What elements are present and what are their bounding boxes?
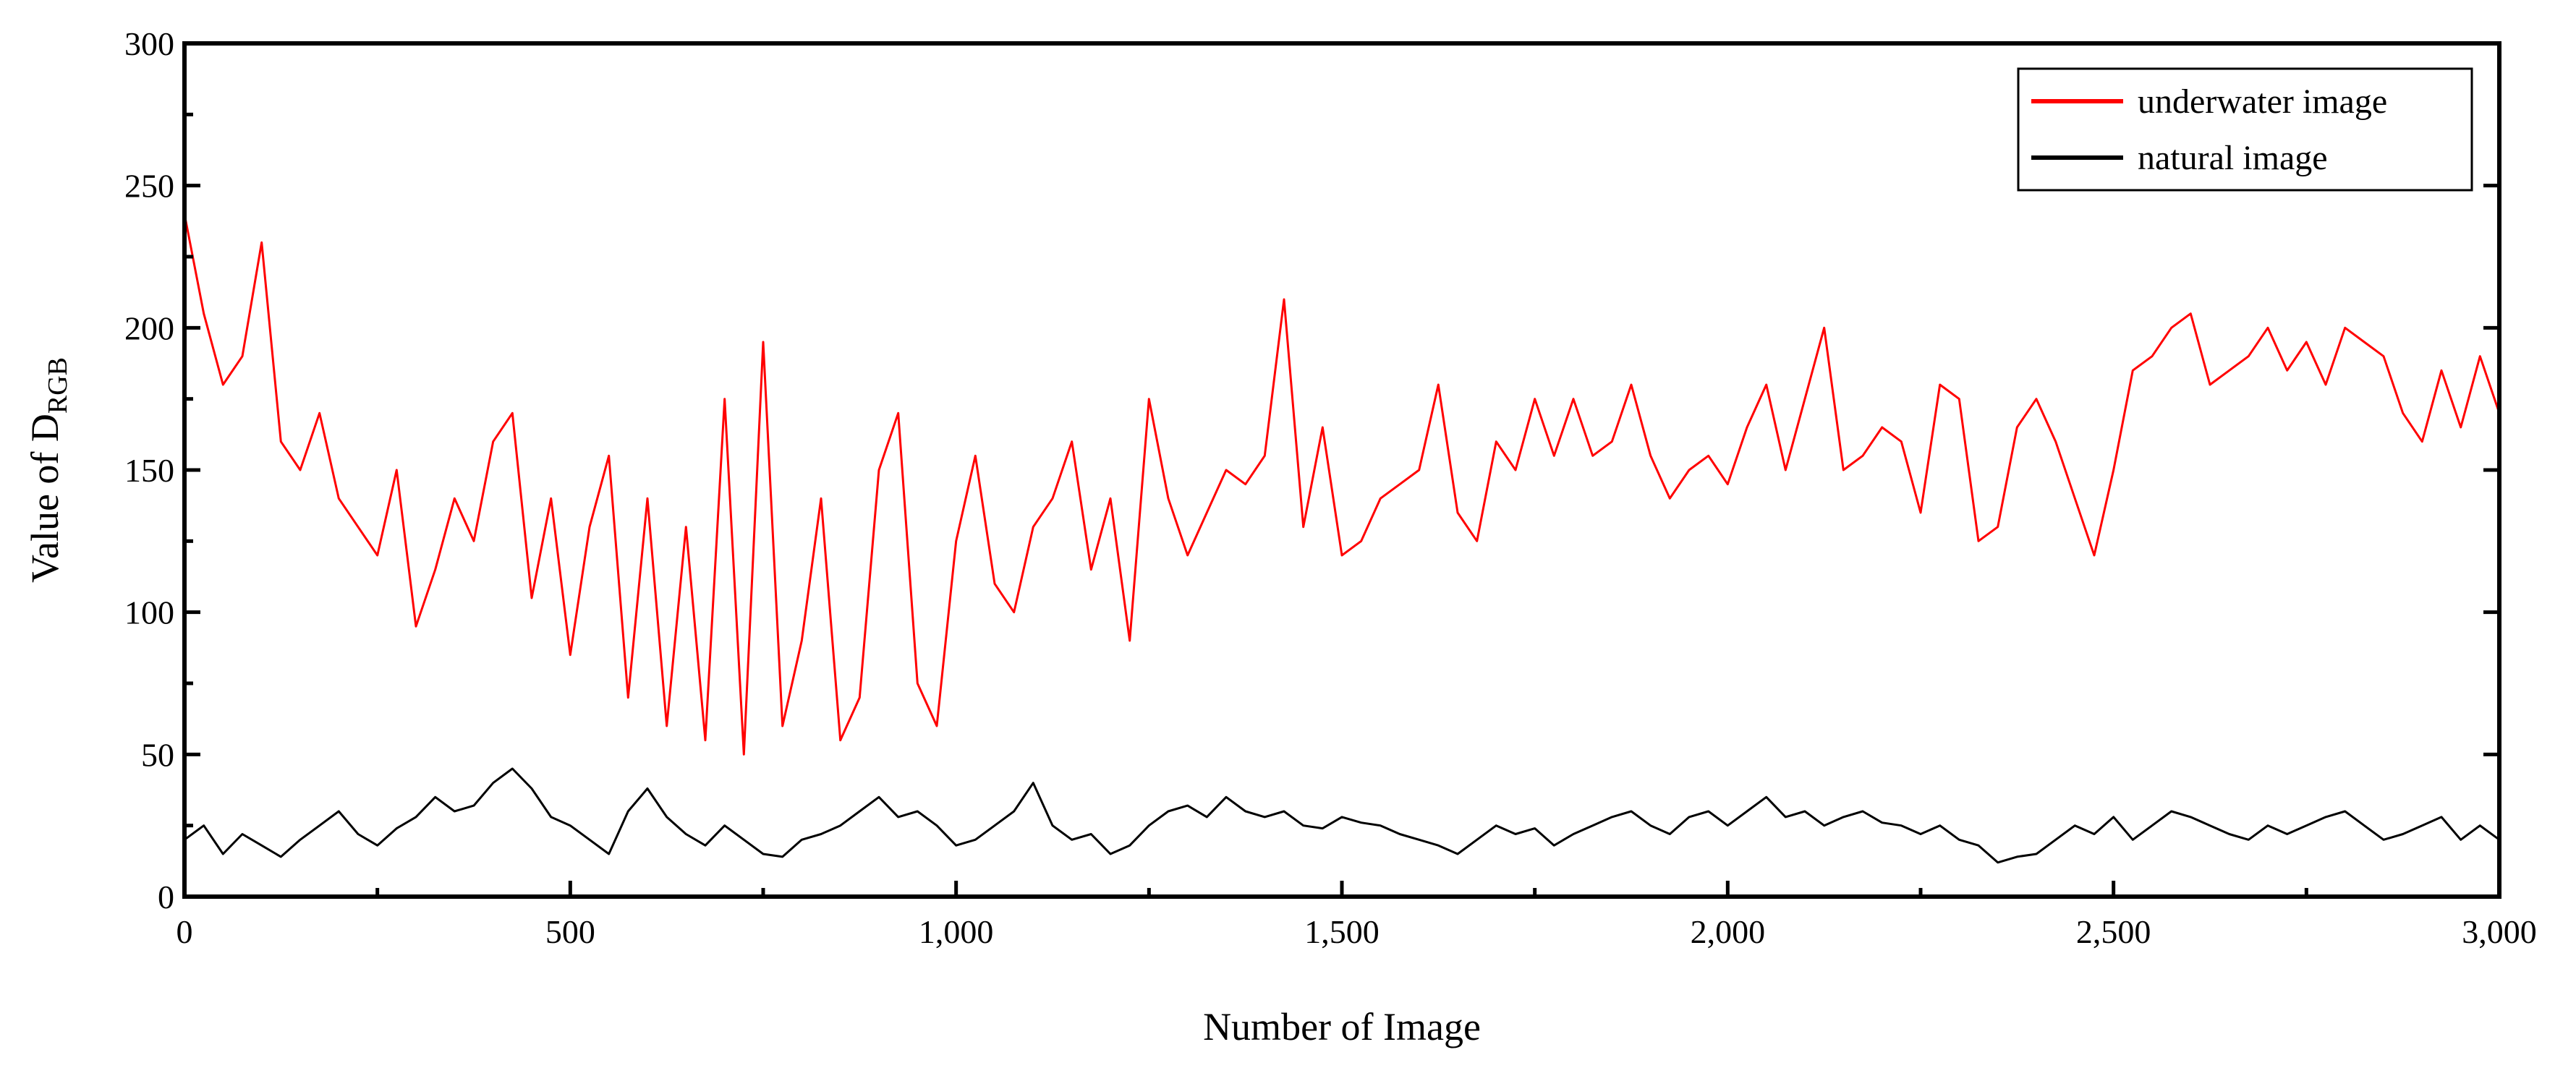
legend-label-underwater: underwater image [2138, 82, 2387, 121]
legend-label-natural: natural image [2138, 139, 2328, 177]
y-axis: 0 50 100 150 200 250 300 [124, 25, 2499, 915]
legend-box [2017, 67, 2473, 192]
y-tick-label: 0 [158, 879, 174, 915]
x-tick-label: 0 [177, 913, 193, 950]
y-tick-label: 250 [124, 168, 174, 205]
y-tick-label: 300 [124, 25, 174, 62]
y-axis-title-main: Value of D [23, 414, 67, 583]
x-tick-label: 3,000 [2462, 913, 2537, 950]
y-axis-title: Value of DRGB [23, 357, 73, 583]
y-tick-label: 50 [141, 736, 174, 773]
series-line-natural-image [184, 767, 2499, 864]
x-tick-label: 2,500 [2076, 913, 2151, 950]
x-axis-title: Number of Image [1203, 1005, 1481, 1048]
y-tick-label: 150 [124, 452, 174, 489]
x-tick-label: 1,000 [919, 913, 994, 950]
series-line-underwater-image [184, 213, 2499, 756]
x-tick-label: 500 [545, 913, 595, 950]
y-tick-label: 200 [124, 309, 174, 346]
series-layer [184, 213, 2499, 864]
y-tick-label: 100 [124, 594, 174, 631]
y-axis-title-subscript: RGB [43, 357, 73, 414]
x-tick-label: 1,500 [1304, 913, 1380, 950]
x-axis: 0 500 1,000 1,500 2,000 2,500 3,000 [177, 881, 2537, 950]
legend: underwater image natural image [2017, 67, 2473, 192]
x-tick-label: 2,000 [1691, 913, 1766, 950]
